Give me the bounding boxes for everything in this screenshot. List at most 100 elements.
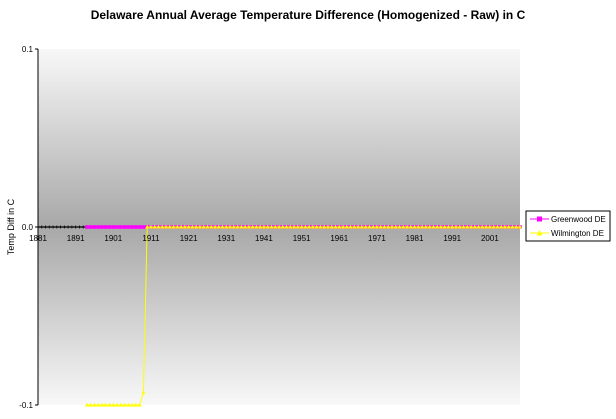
x-tick-label: 1881 bbox=[29, 234, 47, 243]
series-wilmington-point bbox=[337, 224, 342, 229]
series-wilmington-point bbox=[107, 402, 112, 407]
y-tick-label: 0.1 bbox=[22, 45, 34, 54]
series-wilmington-point bbox=[341, 224, 346, 229]
series-wilmington-point bbox=[363, 224, 368, 229]
series-wilmington-point bbox=[465, 224, 470, 229]
series-wilmington-point bbox=[329, 224, 334, 229]
series-wilmington-point bbox=[273, 224, 278, 229]
series-wilmington-point bbox=[246, 224, 251, 229]
series-wilmington-point bbox=[480, 224, 485, 229]
y-tick-label: 0.0 bbox=[22, 223, 34, 232]
series-wilmington-point bbox=[431, 224, 436, 229]
series-wilmington-point bbox=[277, 224, 281, 229]
series-wilmington-point bbox=[499, 224, 504, 229]
series-wilmington-point bbox=[371, 224, 376, 229]
series-wilmington-point bbox=[461, 224, 466, 229]
series-wilmington-point bbox=[216, 224, 221, 229]
series-wilmington-point bbox=[472, 224, 477, 229]
series-wilmington-point bbox=[453, 224, 458, 229]
chart-title: Delaware Annual Average Temperature Diff… bbox=[91, 8, 526, 22]
series-wilmington-point bbox=[130, 402, 135, 407]
legend-wilmington-label: Wilmington DE bbox=[551, 229, 604, 238]
series-wilmington-point bbox=[84, 402, 89, 407]
series-greenwood-point bbox=[119, 225, 123, 229]
series-wilmington-point bbox=[212, 224, 217, 229]
series-wilmington-point bbox=[288, 224, 293, 229]
series-wilmington-point bbox=[469, 224, 474, 229]
series-greenwood-point bbox=[134, 225, 138, 229]
series-wilmington-point bbox=[280, 224, 285, 229]
series-wilmington-point bbox=[284, 224, 289, 229]
series-wilmington-point bbox=[405, 224, 410, 229]
series-greenwood-point bbox=[130, 225, 134, 229]
series-wilmington-point bbox=[303, 224, 308, 229]
series-wilmington-point bbox=[96, 402, 101, 407]
x-tick-label: 1921 bbox=[180, 234, 198, 243]
series-greenwood-point bbox=[115, 225, 119, 229]
series-wilmington-point bbox=[292, 224, 297, 229]
series-wilmington-point bbox=[261, 224, 266, 229]
series-wilmington-point bbox=[476, 224, 481, 229]
series-wilmington-point bbox=[514, 224, 519, 229]
series-wilmington-point bbox=[145, 224, 150, 229]
series-wilmington-point bbox=[457, 224, 462, 229]
series-wilmington-point bbox=[141, 390, 146, 395]
series-wilmington-point bbox=[88, 402, 93, 407]
series-greenwood-point bbox=[103, 225, 108, 229]
series-wilmington-point bbox=[167, 224, 172, 229]
series-greenwood-point bbox=[126, 225, 131, 229]
series-wilmington-point bbox=[510, 224, 515, 229]
x-tick-label: 1991 bbox=[443, 234, 461, 243]
series-greenwood-point bbox=[92, 225, 97, 229]
series-wilmington-point bbox=[295, 224, 300, 229]
series-wilmington-point bbox=[179, 224, 184, 229]
y-tick-label: -0.1 bbox=[19, 401, 33, 410]
series-wilmington-point bbox=[322, 224, 327, 229]
series-wilmington-point bbox=[194, 224, 199, 229]
legend-wilmington-marker bbox=[536, 230, 543, 236]
series-greenwood-point bbox=[141, 225, 146, 229]
series-wilmington-point bbox=[344, 224, 349, 229]
series-wilmington-point bbox=[401, 224, 406, 229]
series-wilmington-point bbox=[374, 224, 379, 229]
series-wilmington-point bbox=[115, 402, 120, 407]
x-tick-label: 1911 bbox=[142, 234, 160, 243]
legend: Greenwood DE Wilmington DE bbox=[525, 210, 611, 242]
series-wilmington-point bbox=[100, 402, 105, 407]
series-wilmington-point bbox=[348, 224, 353, 229]
series-wilmington-point bbox=[197, 224, 202, 229]
series-wilmington-point bbox=[506, 224, 511, 229]
y-axis-label: Temp Diff in C bbox=[6, 198, 16, 255]
series-layer bbox=[37, 224, 522, 407]
series-wilmington-point bbox=[299, 224, 304, 229]
series-wilmington-point bbox=[438, 224, 443, 229]
series-greenwood-point bbox=[111, 225, 116, 229]
series-wilmington-point bbox=[133, 402, 138, 407]
series-wilmington-point bbox=[254, 224, 259, 229]
series-wilmington-point bbox=[435, 224, 440, 229]
series-greenwood-point bbox=[85, 225, 89, 229]
series-greenwood-point bbox=[137, 225, 142, 229]
series-wilmington-point bbox=[333, 224, 338, 229]
x-tick-label: 1931 bbox=[217, 234, 235, 243]
series-wilmington-point bbox=[427, 224, 432, 229]
series-wilmington-point bbox=[423, 224, 428, 229]
series-wilmington-point bbox=[160, 224, 165, 229]
x-tick-label: 1971 bbox=[368, 234, 386, 243]
series-wilmington-point bbox=[182, 224, 187, 229]
series-wilmington-point bbox=[175, 224, 180, 229]
series-greenwood-point bbox=[96, 225, 101, 229]
x-tick-label: 1901 bbox=[104, 234, 122, 243]
series-wilmington-point bbox=[412, 224, 417, 229]
series-wilmington-point bbox=[442, 224, 447, 229]
series-wilmington-point bbox=[397, 224, 402, 229]
series-wilmington-point bbox=[122, 402, 127, 407]
series-wilmington-point bbox=[243, 224, 248, 229]
series-wilmington-point bbox=[446, 224, 451, 229]
series-greenwood-point bbox=[122, 225, 127, 229]
series-wilmington-point bbox=[156, 224, 161, 229]
x-tick-label: 1891 bbox=[67, 234, 85, 243]
series-wilmington-point bbox=[118, 402, 123, 407]
series-wilmington-point bbox=[152, 224, 157, 229]
